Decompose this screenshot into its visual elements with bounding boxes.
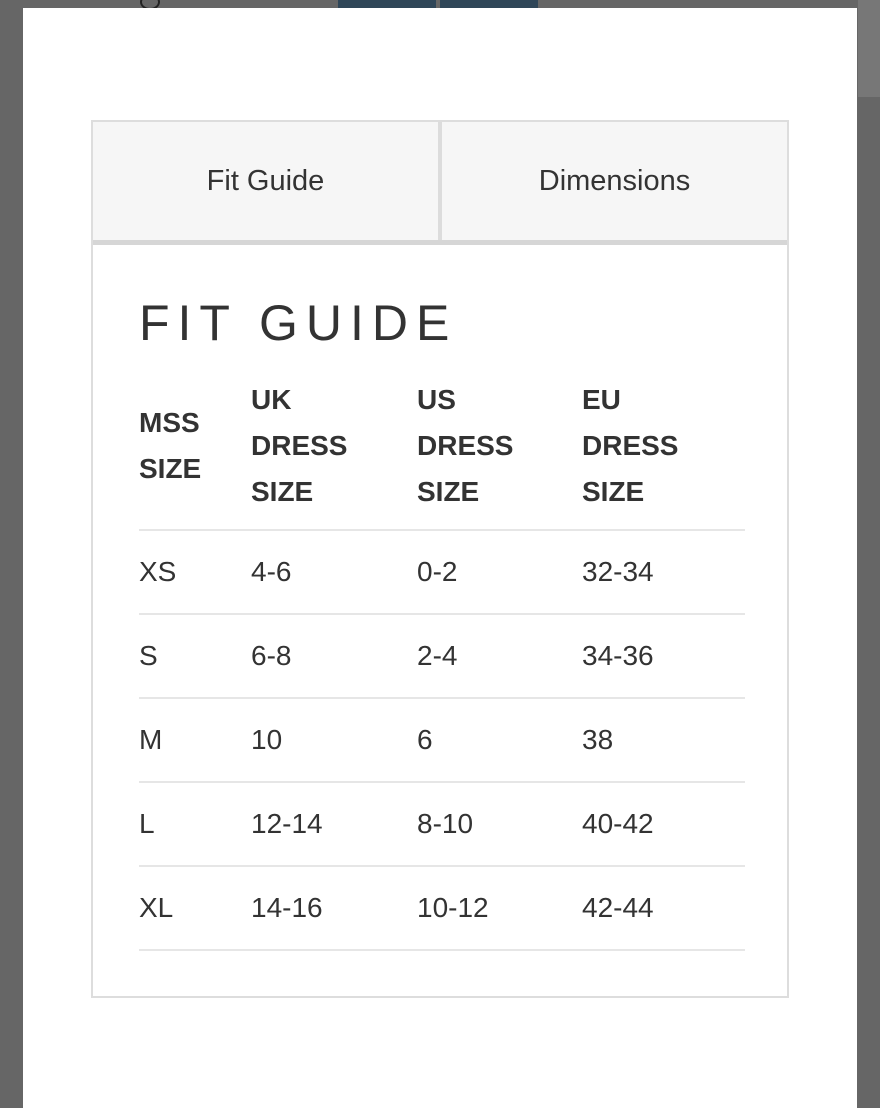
table-cell: 4-6 <box>251 530 417 615</box>
table-cell: L <box>139 782 251 867</box>
column-header-line: SIZE <box>582 476 645 507</box>
table-cell: XS <box>139 530 251 615</box>
table-cell: 38 <box>582 698 745 783</box>
column-header-line: US <box>417 384 456 415</box>
column-header: US DRESS SIZE <box>417 377 582 531</box>
column-header-line: DRESS <box>582 430 679 461</box>
table-cell: 10-12 <box>417 866 582 951</box>
column-header-line: MSS <box>139 407 200 438</box>
table-cell: M <box>139 698 251 783</box>
tab-dimensions[interactable]: Dimensions <box>438 122 787 240</box>
column-header-line: DRESS <box>417 430 514 461</box>
table-cell: 14-16 <box>251 866 417 951</box>
column-header-line: UK <box>251 384 292 415</box>
table-cell: 32-34 <box>582 530 745 615</box>
size-guide-panel: Fit Guide Dimensions FIT GUIDE MSS SIZE UK… <box>91 120 789 998</box>
fit-guide-modal: Fit Guide Dimensions FIT GUIDE MSS SIZE UK… <box>23 8 857 1108</box>
table-cell: 0-2 <box>417 530 582 615</box>
column-header: MSS SIZE <box>139 377 251 531</box>
background-block <box>338 0 436 8</box>
column-header-line: DRESS <box>251 430 348 461</box>
table-row: S 6-8 2-4 34-36 <box>139 614 745 699</box>
table-cell: 10 <box>251 698 417 783</box>
section-title: FIT GUIDE <box>139 295 458 351</box>
table-cell: 12-14 <box>251 782 417 867</box>
column-header: UK DRESS SIZE <box>251 377 417 531</box>
table-cell: XL <box>139 866 251 951</box>
column-header: EU DRESS SIZE <box>582 377 745 531</box>
table-cell: 34-36 <box>582 614 745 699</box>
table-row: XS 4-6 0-2 32-34 <box>139 530 745 615</box>
table-cell: S <box>139 614 251 699</box>
tab-fit-guide[interactable]: Fit Guide <box>93 122 438 240</box>
size-table: MSS SIZE UK DRESS SIZE US DRESS SIZE EU DRESS SIZE… <box>139 377 745 951</box>
table-cell: 2-4 <box>417 614 582 699</box>
tab-bar: Fit Guide Dimensions <box>93 122 787 245</box>
table-cell: 6 <box>417 698 582 783</box>
table-row: L 12-14 8-10 40-42 <box>139 782 745 867</box>
column-header-line: SIZE <box>417 476 480 507</box>
background-block <box>440 0 538 8</box>
table-cell: 40-42 <box>582 782 745 867</box>
column-header-line: EU <box>582 384 621 415</box>
table-row: XL 14-16 10-12 42-44 <box>139 866 745 951</box>
table-row: M 10 6 38 <box>139 698 745 783</box>
table-cell: 8-10 <box>417 782 582 867</box>
column-header-line: SIZE <box>139 453 202 484</box>
table-header-row: MSS SIZE UK DRESS SIZE US DRESS SIZE EU DRESS SIZE <box>139 377 745 531</box>
table-cell: 42-44 <box>582 866 745 951</box>
column-header-line: SIZE <box>251 476 314 507</box>
table-cell: 6-8 <box>251 614 417 699</box>
background-scrollbar <box>858 0 880 97</box>
